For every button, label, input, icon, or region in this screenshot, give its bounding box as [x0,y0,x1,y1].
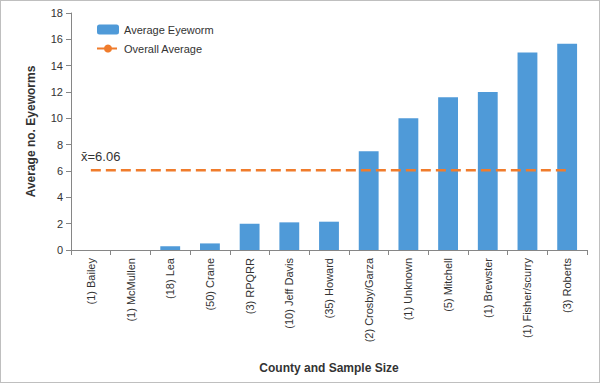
svg-text:0: 0 [57,244,63,256]
svg-text:(1) Bailey: (1) Bailey [85,258,97,305]
svg-text:6: 6 [57,165,63,177]
svg-text:Average Eyeworm: Average Eyeworm [124,24,214,36]
svg-text:10: 10 [51,112,63,124]
svg-text:(10) Jeff Davis: (10) Jeff Davis [283,258,295,329]
svg-text:(18) Lea: (18) Lea [164,257,176,299]
svg-text:(50) Crane: (50) Crane [204,258,216,311]
svg-text:Average no. Eyeworms: Average no. Eyeworms [24,65,38,197]
svg-text:8: 8 [57,139,63,151]
svg-text:(1) Unknown: (1) Unknown [402,258,414,320]
svg-text:(1) McMullen: (1) McMullen [125,258,137,322]
svg-text:(3) RPQRR: (3) RPQRR [244,258,256,314]
svg-text:(2) Crosby/Garza: (2) Crosby/Garza [363,257,375,342]
svg-text:12: 12 [51,86,63,98]
svg-text:14: 14 [51,60,63,72]
svg-text:18: 18 [51,7,63,19]
svg-text:(35) Howard: (35) Howard [323,258,335,319]
svg-text:16: 16 [51,33,63,45]
svg-text:(5) Mitchell: (5) Mitchell [442,258,454,312]
svg-text:4: 4 [57,191,63,203]
svg-text:2: 2 [57,218,63,230]
svg-text:(1) Fisher/scurry: (1) Fisher/scurry [521,258,533,339]
svg-text:(3) Roberts: (3) Roberts [561,258,573,314]
svg-text:(1) Brewster: (1) Brewster [482,258,494,318]
svg-text:x̄=6.06: x̄=6.06 [81,149,120,164]
svg-text:Overall Average: Overall Average [124,43,202,55]
svg-text:County and Sample Size: County and Sample Size [259,361,399,375]
